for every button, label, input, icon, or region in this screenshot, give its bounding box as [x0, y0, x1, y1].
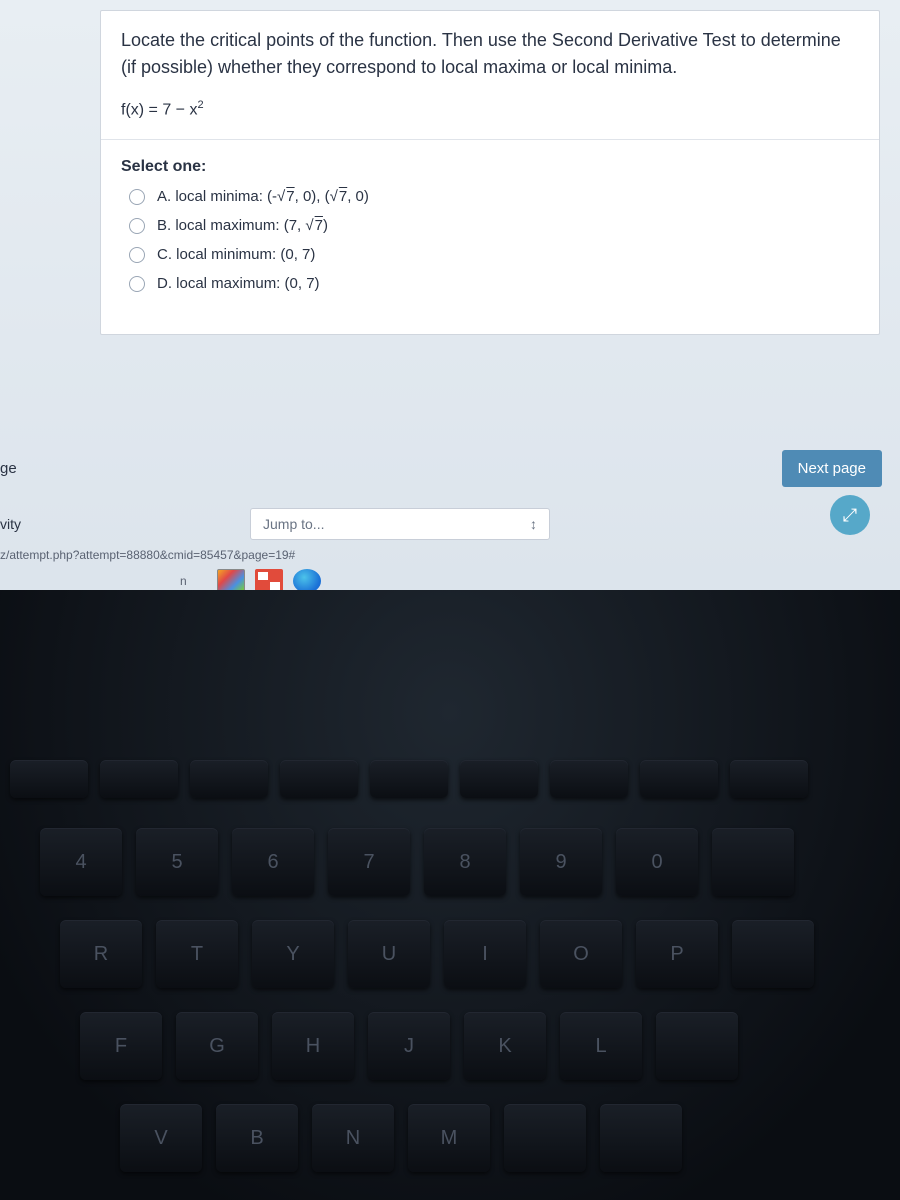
key-b: B [216, 1104, 298, 1172]
key-j: J [368, 1012, 450, 1080]
fn-key [100, 760, 178, 798]
next-page-button[interactable]: Next page [782, 450, 882, 487]
fn-key [10, 760, 88, 798]
key-blank [732, 920, 814, 988]
activity-label-fragment: vity [0, 516, 21, 532]
option-d-label: D. local maximum: (0, 7) [157, 275, 320, 292]
key-v: V [120, 1104, 202, 1172]
key-4: 4 [40, 828, 122, 896]
key-5: 5 [136, 828, 218, 896]
taskbar-fragment: n [180, 574, 187, 588]
key-blank [600, 1104, 682, 1172]
question-formula: f(x) = 7 − x2 [121, 99, 859, 129]
question-card: Locate the critical points of the functi… [100, 10, 880, 335]
browser-viewport: Locate the critical points of the functi… [0, 0, 900, 590]
number-row: 4 5 6 7 8 9 0 [0, 828, 900, 896]
key-7: 7 [328, 828, 410, 896]
fn-key [280, 760, 358, 798]
fn-key [730, 760, 808, 798]
key-o: O [540, 920, 622, 988]
key-k: K [464, 1012, 546, 1080]
key-9: 9 [520, 828, 602, 896]
key-h: H [272, 1012, 354, 1080]
nav-row: ge Next page [0, 450, 900, 500]
jump-to-placeholder: Jump to... [263, 516, 324, 532]
key-g: G [176, 1012, 258, 1080]
card-divider [101, 139, 879, 140]
status-url: z/attempt.php?attempt=88880&cmid=85457&p… [0, 548, 295, 562]
option-c-row[interactable]: C. local minimum: (0, 7) [121, 246, 859, 263]
radio-c[interactable] [129, 247, 145, 263]
key-y: Y [252, 920, 334, 988]
key-u: U [348, 920, 430, 988]
fn-key [370, 760, 448, 798]
key-0: 0 [616, 828, 698, 896]
select-one-label: Select one: [121, 158, 859, 176]
option-b-row[interactable]: B. local maximum: (7, √7) [121, 217, 859, 234]
physical-keyboard: 4 5 6 7 8 9 0 R T Y U I O P F G H J K L [0, 590, 900, 1200]
key-f: F [80, 1012, 162, 1080]
option-a-row[interactable]: A. local minima: (-√7, 0), (√7, 0) [121, 188, 859, 205]
radio-a[interactable] [129, 189, 145, 205]
key-8: 8 [424, 828, 506, 896]
key-r: R [60, 920, 142, 988]
key-6: 6 [232, 828, 314, 896]
fn-key [640, 760, 718, 798]
home-row: F G H J K L [0, 1012, 900, 1080]
fn-key [190, 760, 268, 798]
key-blank [712, 828, 794, 896]
fn-key [550, 760, 628, 798]
key-blank [656, 1012, 738, 1080]
key-m: M [408, 1104, 490, 1172]
radio-d[interactable] [129, 276, 145, 292]
function-key-row [0, 760, 900, 798]
radio-b[interactable] [129, 218, 145, 234]
select-caret-icon: ↕ [530, 516, 537, 532]
question-prompt: Locate the critical points of the functi… [121, 27, 859, 81]
jump-row: vity Jump to... ↕ [0, 508, 900, 544]
option-b-label: B. local maximum: (7, √7) [157, 217, 328, 234]
key-t: T [156, 920, 238, 988]
qwerty-row: R T Y U I O P [0, 920, 900, 988]
option-c-label: C. local minimum: (0, 7) [157, 246, 315, 263]
option-d-row[interactable]: D. local maximum: (0, 7) [121, 275, 859, 292]
option-a-label: A. local minima: (-√7, 0), (√7, 0) [157, 188, 369, 205]
bottom-row: V B N M [0, 1104, 900, 1172]
key-i: I [444, 920, 526, 988]
key-l: L [560, 1012, 642, 1080]
key-p: P [636, 920, 718, 988]
key-blank [504, 1104, 586, 1172]
prev-page-fragment[interactable]: ge [0, 460, 17, 477]
jump-to-select[interactable]: Jump to... ↕ [250, 508, 550, 540]
key-n: N [312, 1104, 394, 1172]
fn-key [460, 760, 538, 798]
